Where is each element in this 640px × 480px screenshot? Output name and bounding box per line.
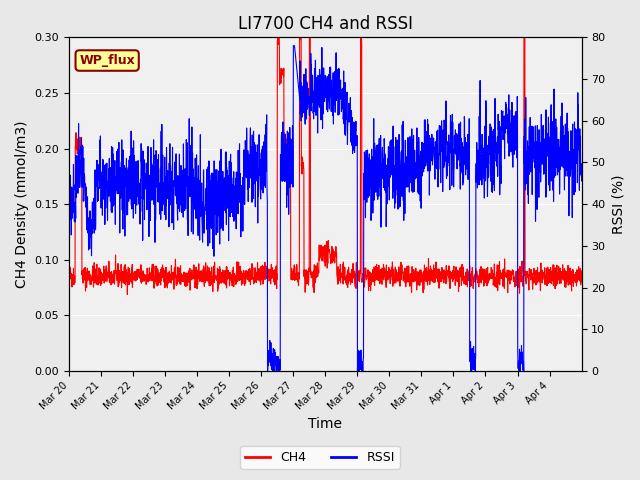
X-axis label: Time: Time [308, 418, 342, 432]
Y-axis label: RSSI (%): RSSI (%) [611, 174, 625, 234]
Y-axis label: CH4 Density (mmol/m3): CH4 Density (mmol/m3) [15, 120, 29, 288]
Legend: CH4, RSSI: CH4, RSSI [240, 446, 400, 469]
Text: WP_flux: WP_flux [79, 54, 135, 67]
Title: LI7700 CH4 and RSSI: LI7700 CH4 and RSSI [238, 15, 413, 33]
